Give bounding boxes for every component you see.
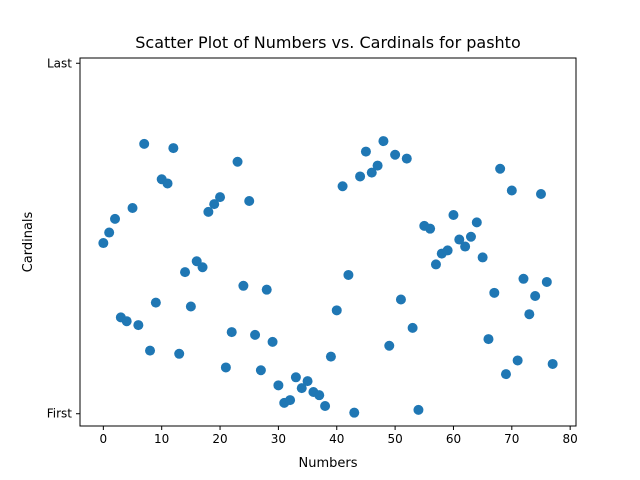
scatter-point	[524, 309, 535, 320]
scatter-point	[197, 262, 208, 273]
chart-title: Scatter Plot of Numbers vs. Cardinals fo…	[135, 33, 521, 52]
scatter-point	[384, 340, 395, 351]
scatter-point	[489, 287, 500, 298]
scatter-point	[448, 210, 459, 221]
scatter-point	[372, 160, 383, 171]
scatter-point	[285, 395, 296, 406]
scatter-point	[267, 336, 278, 347]
x-tick-label: 20	[212, 432, 227, 446]
scatter-point	[413, 404, 424, 415]
scatter-point	[378, 136, 389, 147]
scatter-point	[390, 149, 401, 160]
scatter-point	[500, 369, 511, 380]
scatter-point	[174, 348, 185, 359]
scatter-point	[465, 231, 476, 242]
x-tick-label: 80	[563, 432, 578, 446]
scatter-point	[162, 178, 173, 189]
x-axis-label: Numbers	[299, 456, 358, 471]
scatter-point	[220, 362, 231, 373]
scatter-point	[425, 223, 436, 234]
scatter-point	[331, 305, 342, 316]
scatter-point	[121, 316, 132, 327]
scatter-point	[512, 355, 523, 366]
scatter-point	[442, 245, 453, 256]
scatter-point	[541, 276, 552, 287]
scatter-point	[360, 146, 371, 157]
scatter-point	[215, 192, 226, 203]
scatter-point	[477, 252, 488, 263]
scatter-point	[530, 290, 541, 301]
scatter-point	[180, 267, 191, 278]
x-tick-label: 40	[329, 432, 344, 446]
scatter-point	[244, 195, 255, 206]
scatter-point	[127, 203, 138, 214]
scatter-point	[495, 163, 506, 174]
scatter-point	[273, 380, 284, 391]
scatter-point	[460, 241, 471, 252]
scatter-point	[261, 284, 272, 295]
scatter-point	[168, 143, 179, 154]
scatter-point	[226, 327, 237, 338]
y-tick-label: Last	[47, 56, 72, 70]
scatter-point	[471, 217, 482, 228]
y-axis-label: Cardinals	[21, 211, 36, 272]
plot-area-frame	[79, 57, 577, 427]
scatter-point	[133, 320, 144, 331]
scatter-point	[454, 234, 465, 245]
scatter-point	[355, 171, 366, 182]
scatter-point	[98, 238, 109, 249]
scatter-point	[145, 345, 156, 356]
scatter-point	[366, 167, 377, 178]
scatter-point	[518, 273, 529, 284]
scatter-point	[255, 365, 266, 376]
x-tick-label: 10	[154, 432, 169, 446]
scatter-point	[325, 351, 336, 362]
scatter-point	[547, 358, 558, 369]
scatter-point	[185, 301, 196, 312]
scatter-point	[209, 199, 220, 210]
scatter-point	[302, 376, 313, 387]
x-tick-label: 0	[100, 432, 108, 446]
x-tick-label: 30	[271, 432, 286, 446]
scatter-point	[430, 259, 441, 270]
scatter-point	[290, 372, 301, 383]
scatter-point	[483, 334, 494, 345]
scatter-point	[535, 188, 546, 199]
scatter-point	[104, 227, 115, 238]
x-tick-label: 60	[446, 432, 461, 446]
scatter-point	[139, 138, 150, 149]
scatter-point	[407, 322, 418, 333]
axis-ticks: 0 10 20 30 40 50 60 70 80 First Last	[47, 56, 578, 446]
data-points	[98, 136, 558, 418]
scatter-point	[203, 206, 214, 217]
scatter-point	[320, 401, 331, 412]
x-tick-label: 50	[387, 432, 402, 446]
scatter-point	[110, 213, 121, 224]
scatter-point	[314, 390, 325, 401]
scatter-point	[296, 383, 307, 394]
scatter-point	[343, 269, 354, 280]
scatter-point	[337, 181, 348, 192]
scatter-point	[401, 153, 412, 164]
scatter-point	[506, 185, 517, 196]
scatter-point	[250, 329, 261, 340]
x-tick-label: 70	[504, 432, 519, 446]
scatter-point	[150, 297, 161, 308]
scatter-point	[238, 280, 249, 291]
scatter-point	[349, 407, 360, 418]
scatter-point	[395, 294, 406, 305]
y-tick-label: First	[47, 407, 73, 421]
scatter-point	[232, 156, 243, 167]
